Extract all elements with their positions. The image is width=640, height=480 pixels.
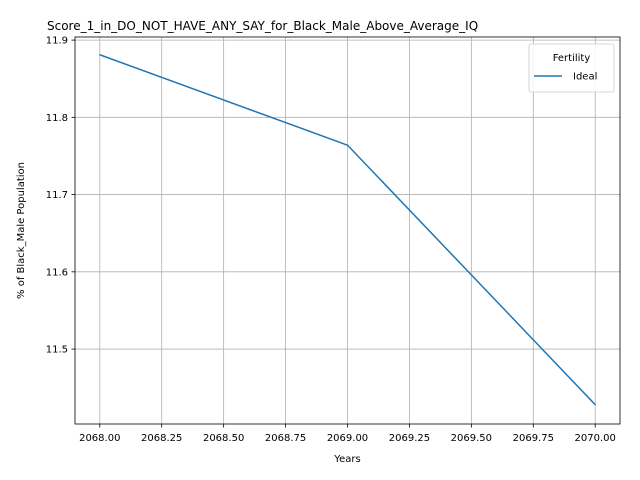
x-axis-ticks: 2068.00 2068.25 2068.50 2068.75 2069.00 2069.… bbox=[79, 424, 616, 444]
y-tick-label: 11.8 bbox=[46, 113, 68, 124]
x-tick-label: 2068.00 bbox=[79, 433, 120, 444]
x-tick-label: 2069.25 bbox=[389, 433, 430, 444]
y-tick-label: 11.9 bbox=[46, 36, 68, 47]
x-tick-label: 2069.50 bbox=[451, 433, 492, 444]
x-tick-label: 2069.00 bbox=[327, 433, 368, 444]
y-axis-title: % of Black_Male Population bbox=[16, 162, 27, 299]
x-tick-label: 2068.75 bbox=[265, 433, 306, 444]
y-tick-label: 11.6 bbox=[46, 267, 68, 278]
y-tick-label: 11.7 bbox=[46, 190, 68, 201]
legend-box bbox=[528, 43, 615, 93]
series-layer bbox=[99, 54, 596, 406]
chart-title: Score_1_in_DO_NOT_HAVE_ANY_SAY_for_Black… bbox=[47, 19, 478, 33]
legend: Fertility Ideal bbox=[528, 43, 615, 93]
y-tick-label: 11.5 bbox=[46, 345, 68, 356]
legend-title: Fertility bbox=[553, 53, 591, 64]
legend-entries: Ideal bbox=[534, 72, 597, 83]
x-tick-label: 2068.50 bbox=[203, 433, 244, 444]
grid-lines bbox=[75, 37, 620, 424]
data-point bbox=[99, 54, 101, 56]
x-tick-label: 2068.25 bbox=[141, 433, 182, 444]
x-axis-title: Years bbox=[333, 454, 360, 465]
data-point bbox=[594, 404, 596, 406]
data-point bbox=[346, 144, 349, 146]
x-tick-label: 2070.00 bbox=[575, 433, 616, 444]
y-axis-ticks: 11.5 11.6 11.7 11.8 11.9 bbox=[46, 36, 75, 356]
legend-entry-label: Ideal bbox=[573, 72, 597, 83]
x-tick-label: 2069.75 bbox=[513, 433, 554, 444]
